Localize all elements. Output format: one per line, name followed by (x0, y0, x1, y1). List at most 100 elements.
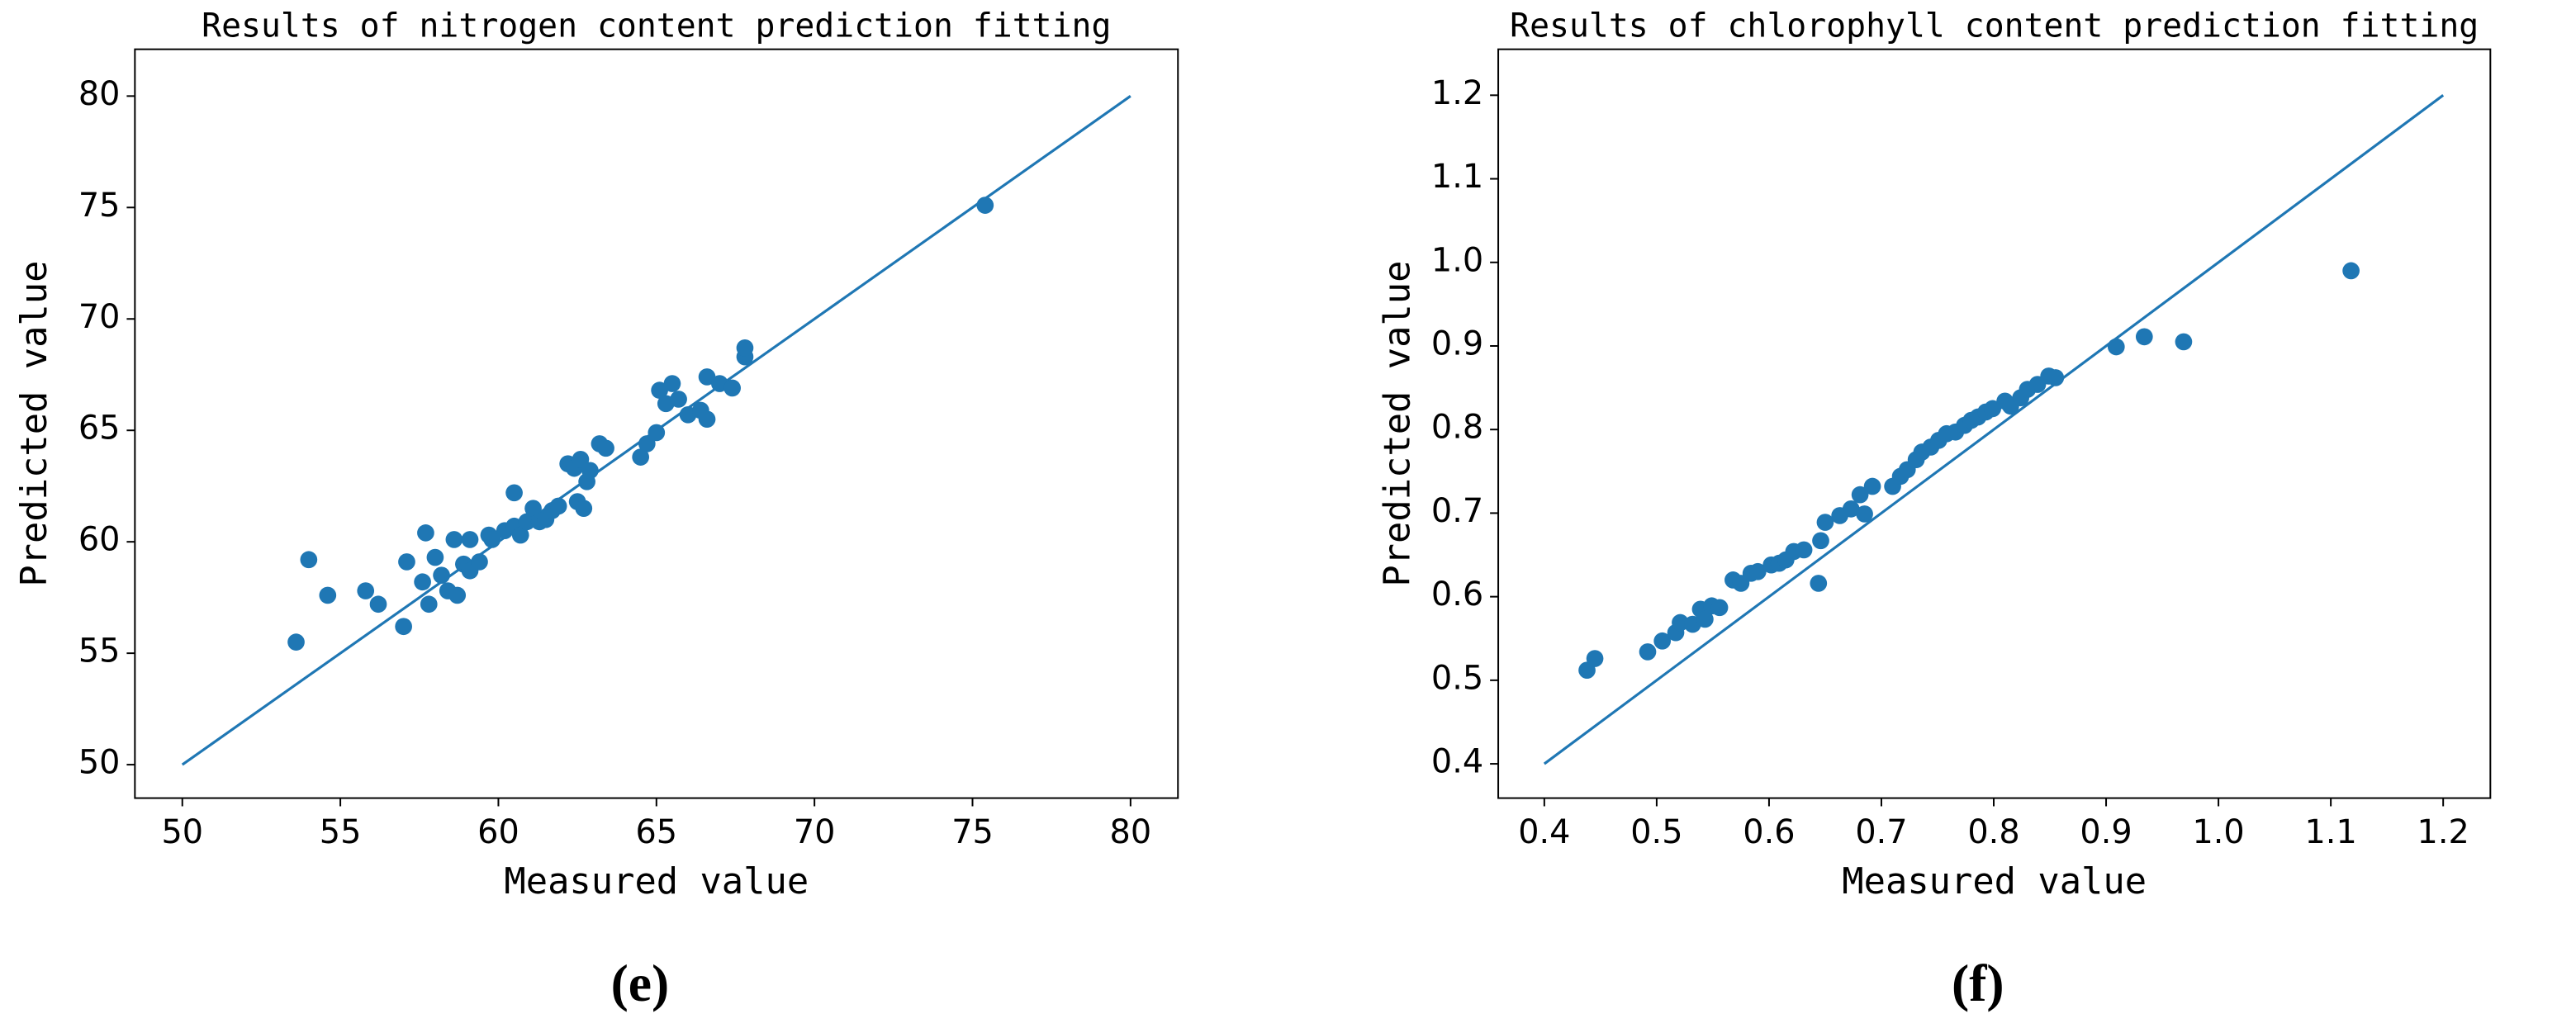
point (976, 197, 994, 214)
point (2135, 328, 2153, 346)
point (1795, 541, 1813, 559)
point (417, 524, 434, 542)
point (698, 368, 716, 386)
point (1984, 400, 2001, 418)
point (1812, 532, 1829, 550)
y-tick-label: 0.4 (1431, 743, 1483, 781)
point (1696, 610, 1714, 628)
point (433, 566, 450, 584)
y-tick-label: 55 (78, 632, 121, 670)
plot-frame (134, 48, 1179, 799)
x-tick-label: 70 (794, 813, 836, 851)
point (698, 410, 716, 429)
point (597, 439, 614, 457)
point (483, 531, 501, 548)
point (426, 548, 444, 566)
x-axis-label: Measured value (504, 860, 809, 902)
x-tick-label: 0.5 (1630, 813, 1682, 851)
point (1851, 486, 1869, 504)
point (319, 586, 337, 604)
x-tick-label: 0.8 (1967, 813, 2019, 851)
y-tick-label: 1.2 (1431, 74, 1483, 112)
point (723, 379, 741, 397)
point (575, 500, 593, 518)
point (524, 500, 542, 518)
chart-title: Results of nitrogen content prediction f… (202, 7, 1111, 45)
x-tick-label: 0.6 (1743, 813, 1795, 851)
point (1639, 643, 1657, 661)
x-tick-label: 0.7 (1855, 813, 1907, 851)
x-tick-label: 1.2 (2417, 813, 2469, 851)
x-tick-label: 75 (951, 813, 994, 851)
x-tick-label: 1.1 (2305, 813, 2357, 851)
point (736, 339, 754, 357)
y-tick-label: 0.6 (1431, 576, 1483, 613)
point (2175, 333, 2193, 351)
x-tick-label: 0.9 (2080, 813, 2132, 851)
point (395, 618, 412, 636)
y-axis-label: Predicted value (1377, 261, 1419, 587)
point (2342, 262, 2360, 280)
x-tick-label: 55 (320, 813, 362, 851)
point (369, 595, 387, 613)
point (651, 381, 668, 399)
point (1653, 632, 1672, 650)
point (445, 531, 463, 548)
x-tick-label: 50 (161, 813, 203, 851)
point (549, 497, 567, 515)
x-tick-label: 65 (635, 813, 677, 851)
point (511, 526, 529, 544)
x-tick-label: 60 (477, 813, 519, 851)
y-tick-label: 50 (78, 744, 121, 782)
point (648, 424, 666, 442)
point (398, 553, 415, 571)
point (357, 582, 375, 599)
point (420, 595, 438, 613)
y-tick-label: 1.0 (1431, 241, 1483, 279)
point (414, 573, 431, 591)
caption: (f) (1952, 954, 2004, 1012)
point (1856, 505, 1873, 523)
x-tick-label: 80 (1110, 813, 1152, 851)
y-tick-label: 65 (78, 410, 121, 448)
point (448, 586, 467, 604)
point (1816, 514, 1834, 531)
point (638, 435, 656, 452)
point (300, 551, 318, 569)
y-tick-label: 0.9 (1431, 325, 1483, 362)
y-tick-label: 0.8 (1431, 409, 1483, 447)
caption: (e) (611, 954, 670, 1012)
point (1810, 575, 1828, 592)
chart-title: Results of chlorophyll content predictio… (1510, 7, 2479, 45)
reference-line (1543, 94, 2445, 765)
y-tick-label: 80 (78, 75, 121, 113)
x-tick-label: 0.4 (1518, 813, 1570, 851)
x-axis-label: Measured value (1842, 860, 2147, 902)
point (581, 462, 599, 480)
point (1863, 477, 1881, 495)
point (572, 450, 590, 468)
y-tick-label: 60 (78, 521, 121, 559)
point (2107, 338, 2125, 356)
point (663, 375, 681, 392)
y-tick-label: 0.5 (1431, 659, 1483, 697)
point (1748, 562, 1767, 580)
point (632, 448, 650, 466)
point (505, 484, 523, 502)
point (1710, 599, 1729, 617)
y-tick-label: 1.1 (1431, 158, 1483, 196)
y-tick-label: 75 (78, 187, 121, 225)
point (461, 531, 479, 548)
point (471, 553, 488, 571)
y-tick-label: 0.7 (1431, 492, 1483, 530)
point (287, 633, 305, 651)
point (2047, 369, 2065, 386)
x-tick-label: 1.0 (2192, 813, 2244, 851)
plot-frame (1497, 48, 2492, 799)
y-axis-label: Predicted value (13, 261, 55, 587)
point (1586, 650, 1604, 667)
point (1842, 500, 1860, 518)
y-tick-label: 70 (78, 298, 121, 336)
